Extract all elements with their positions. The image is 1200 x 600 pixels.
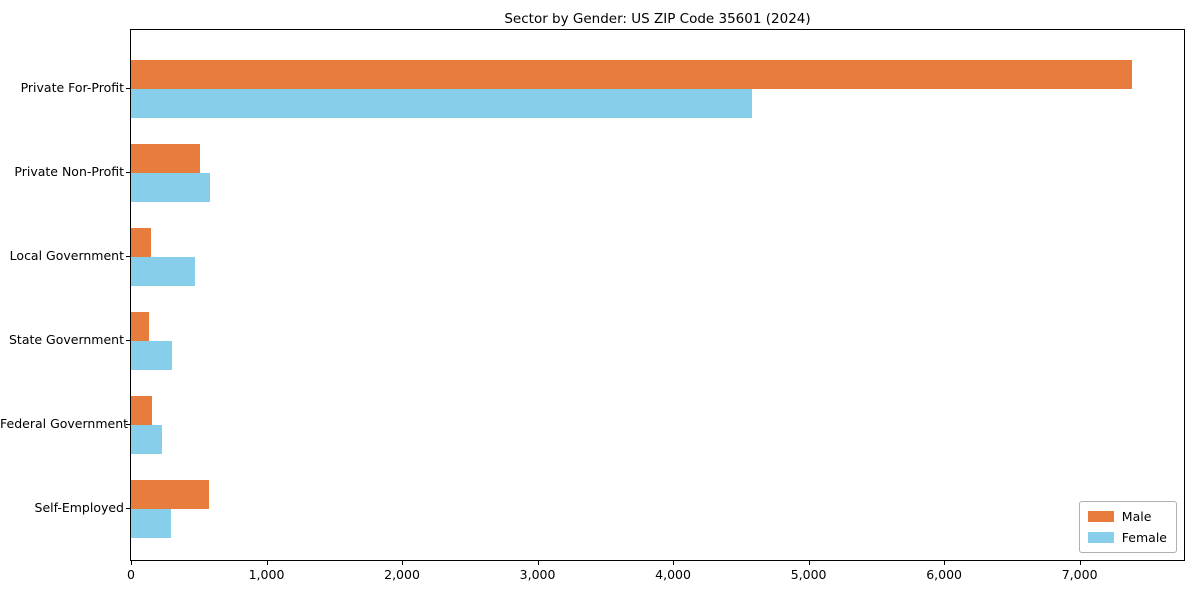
ytick-label-3: Local Government: [9, 248, 124, 263]
chart-title: Sector by Gender: US ZIP Code 35601 (202…: [504, 11, 811, 27]
bar-female-3: [131, 257, 195, 286]
ytick-mark-4: [126, 340, 130, 342]
xtick-mark-3: [402, 561, 404, 565]
xtick-mark-1: [131, 561, 133, 565]
xtick-label-8: 7,000: [1061, 567, 1098, 582]
xtick-label-4: 3,000: [519, 567, 556, 582]
xtick-mark-5: [673, 561, 675, 565]
bar-male-1: [131, 60, 1133, 89]
legend: Male Female: [1078, 501, 1177, 553]
bar-male-4: [131, 312, 150, 341]
ytick-label-6: Self-Employed: [34, 500, 124, 515]
xtick-label-2: 1,000: [248, 567, 285, 582]
ytick-mark-1: [126, 88, 130, 90]
xtick-label-1: 0: [127, 567, 135, 582]
xtick-label-5: 4,000: [655, 567, 691, 582]
xtick-label-3: 2,000: [384, 567, 420, 582]
legend-swatch-male-icon: [1087, 511, 1114, 522]
plot-area: Male Female: [130, 29, 1185, 561]
xtick-mark-7: [944, 561, 946, 565]
ytick-label-1: Private For-Profit: [20, 80, 124, 95]
bar-male-3: [131, 228, 151, 257]
legend-swatch-female-icon: [1087, 532, 1114, 543]
bar-female-1: [131, 89, 752, 118]
xtick-mark-6: [808, 561, 810, 565]
legend-label-female: Female: [1121, 530, 1167, 545]
ytick-mark-3: [126, 256, 130, 258]
bar-female-5: [131, 425, 163, 454]
bar-female-4: [131, 341, 172, 370]
legend-item-female: Female: [1087, 530, 1167, 545]
bar-female-2: [131, 173, 210, 202]
legend-label-male: Male: [1121, 509, 1152, 524]
xtick-mark-2: [266, 561, 268, 565]
ytick-mark-6: [126, 508, 130, 510]
ytick-label-4: State Government: [8, 332, 124, 347]
xtick-label-6: 5,000: [790, 567, 827, 582]
ytick-mark-5: [126, 424, 130, 426]
legend-item-male: Male: [1087, 509, 1167, 524]
ytick-label-2: Private Non-Profit: [14, 164, 124, 179]
bar-male-2: [131, 144, 201, 173]
ytick-label-5: Federal Government: [0, 416, 129, 431]
bar-male-6: [131, 480, 209, 509]
ytick-mark-2: [126, 172, 130, 174]
xtick-label-7: 6,000: [926, 567, 963, 582]
xtick-mark-4: [537, 561, 539, 565]
bar-male-5: [131, 396, 152, 425]
bar-female-6: [131, 509, 171, 538]
xtick-mark-8: [1079, 561, 1081, 565]
